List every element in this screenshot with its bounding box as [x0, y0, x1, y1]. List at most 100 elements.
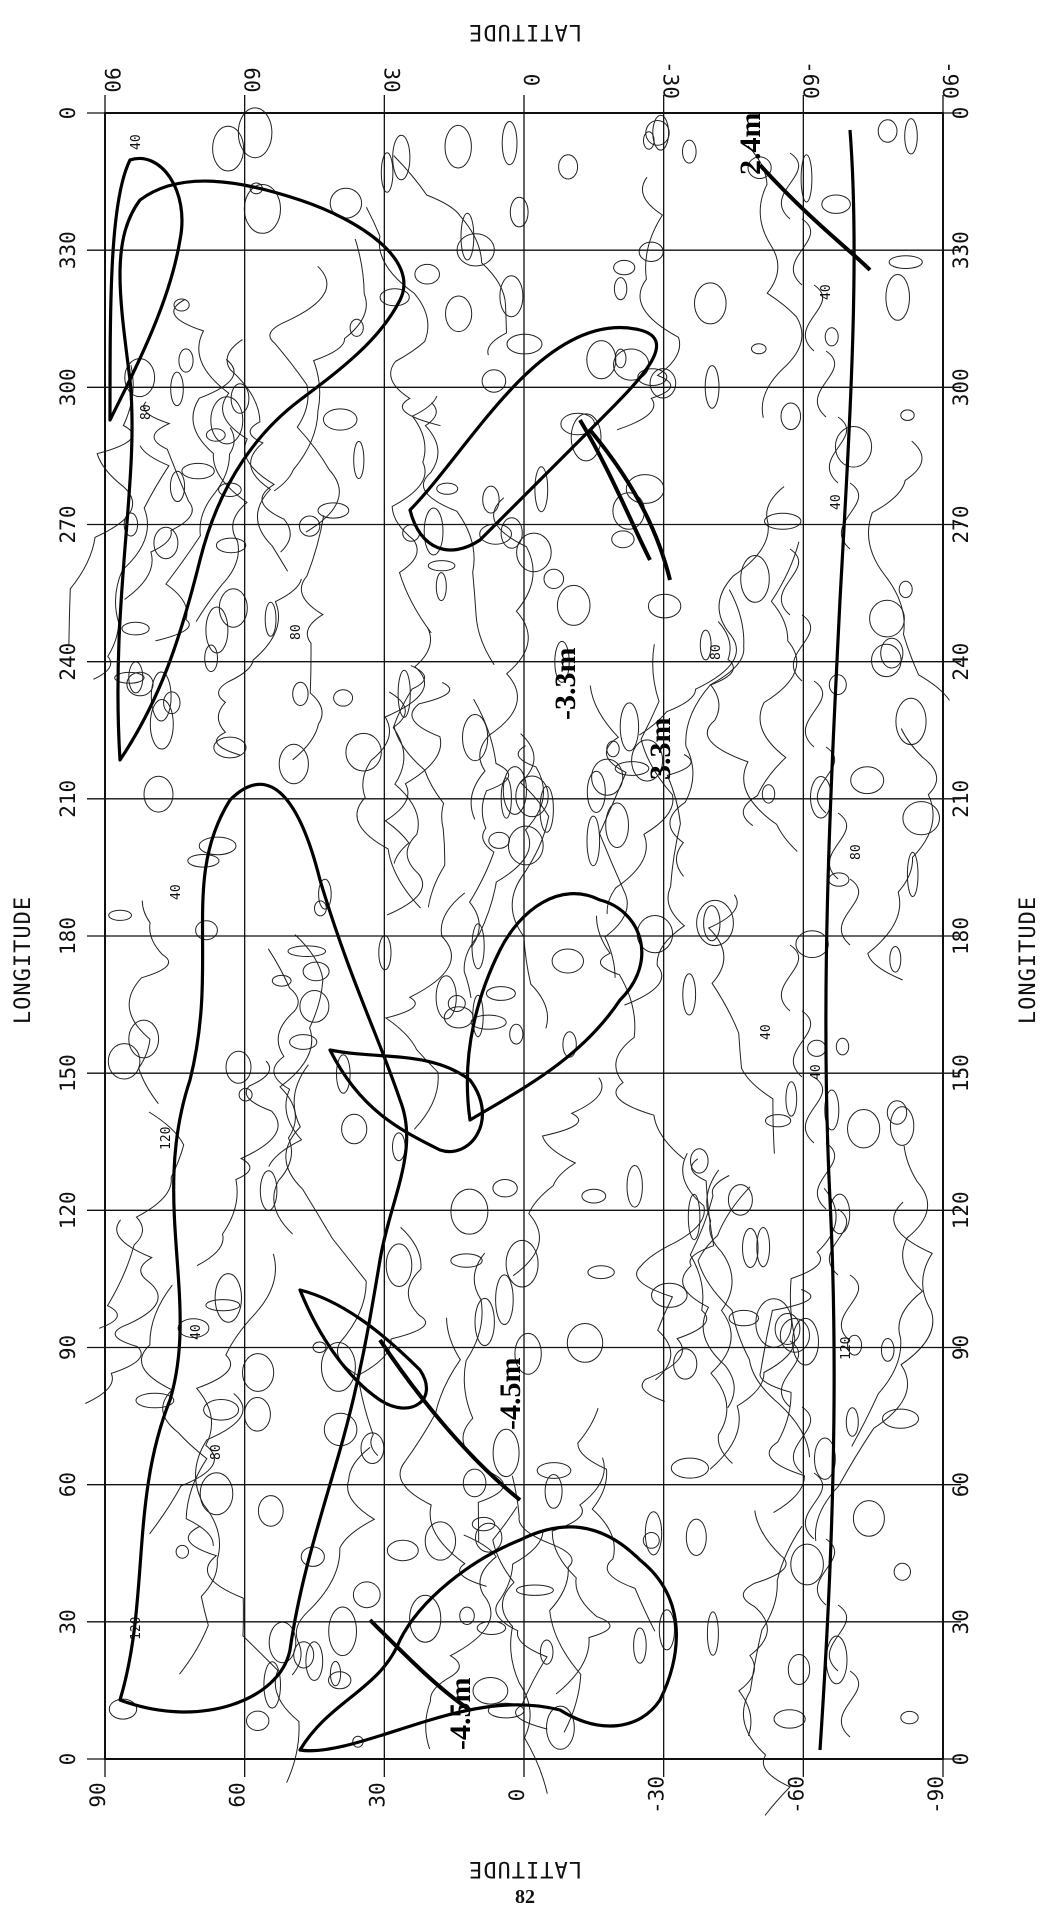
- coastline-north-america: [116, 179, 406, 762]
- latitude-tick-label: -60: [798, 61, 822, 99]
- contour-ring: [898, 580, 913, 599]
- latitude-axis-title-bottom: LATITUDE: [468, 1856, 582, 1881]
- contour-ring: [305, 1641, 324, 1681]
- contour-ring: [385, 1243, 413, 1287]
- contour-ring: [670, 1457, 710, 1479]
- annotation-label: -4.5m: [444, 1678, 477, 1750]
- contour-value-label: 40: [829, 494, 844, 510]
- contour-ring: [539, 1639, 554, 1665]
- contour-ring: [423, 507, 444, 556]
- contour-line: [422, 402, 495, 666]
- contour-ring: [613, 277, 628, 301]
- contour-line: [470, 497, 534, 820]
- contour-ring: [278, 743, 309, 785]
- contour-line: [682, 1158, 735, 1409]
- contour-ring: [845, 1407, 859, 1437]
- contour-ring: [847, 1109, 881, 1149]
- longitude-tick-label: 0: [56, 1753, 80, 1766]
- contour-ring: [263, 1661, 282, 1709]
- contour-line: [391, 395, 438, 634]
- contour-ring: [514, 1332, 542, 1375]
- contour-ring: [780, 402, 802, 431]
- contour-line: [829, 416, 847, 484]
- contour-ring: [386, 1539, 419, 1562]
- contour-ring: [264, 601, 277, 637]
- contour-ring: [824, 327, 839, 347]
- contour-ring: [181, 462, 215, 480]
- longitude-tick-label: 270: [949, 506, 973, 544]
- contour-ring: [761, 784, 776, 804]
- latitude-tick-label: -60: [784, 1776, 808, 1814]
- latitude-tick-labels-top: -90 -60 -30 0 30 60 90: [100, 61, 962, 99]
- contour-ring: [460, 212, 475, 261]
- contour-line: [841, 1274, 859, 1342]
- contour-line: [511, 733, 550, 1029]
- contour-ring: [740, 555, 770, 603]
- contour-value-label: 120: [129, 1617, 144, 1640]
- contour-value-label: 40: [759, 1024, 774, 1040]
- contour-ring: [727, 1184, 753, 1216]
- coastline-greenland: [108, 156, 184, 422]
- contour-ring: [614, 761, 650, 776]
- contour-ring: [880, 637, 904, 669]
- contour-ring: [509, 196, 529, 228]
- longitude-tick-label: 300: [949, 368, 973, 406]
- contour-value-label: 40: [809, 1064, 824, 1080]
- contour-ring: [178, 348, 194, 373]
- coastline-south-america: [408, 325, 659, 552]
- contour-ring: [814, 1437, 836, 1480]
- contour-ring: [195, 920, 218, 941]
- contour-ring: [203, 1399, 240, 1421]
- contour-line: [747, 145, 803, 418]
- contour-ring: [631, 739, 664, 782]
- contour-ring: [682, 973, 697, 1016]
- contour-ring: [409, 1594, 442, 1643]
- contour-line: [606, 644, 674, 914]
- contour-line: [805, 1076, 823, 1144]
- contour-line: [595, 915, 685, 1160]
- contour-ring: [773, 1709, 806, 1729]
- longitude-tick-label: 30: [56, 1609, 80, 1634]
- latitude-tick-label: 0: [505, 1789, 529, 1802]
- contour-ring: [353, 440, 365, 480]
- contour-ring: [214, 1273, 243, 1323]
- contour-ring: [536, 1462, 572, 1479]
- contour-ring: [445, 295, 473, 333]
- contour-ring: [792, 1317, 819, 1366]
- contour-ring: [435, 572, 447, 602]
- contour-ring: [218, 588, 248, 628]
- contour-ring: [906, 851, 919, 898]
- contour-ring: [242, 1353, 275, 1392]
- contour-ring: [107, 1043, 141, 1080]
- contour-lines: [68, 107, 950, 1816]
- latitude-tick-label: 90: [100, 67, 124, 92]
- contour-value-label: 80: [209, 1444, 224, 1460]
- contour-ring: [586, 815, 601, 867]
- contour-ring: [349, 318, 364, 337]
- contour-line: [709, 1187, 837, 1470]
- contour-line: [393, 155, 508, 356]
- contour-ring: [516, 532, 552, 573]
- contour-ring: [215, 537, 247, 554]
- contour-ring: [302, 961, 330, 982]
- longitude-tick-labels-left: 0 30 60 90 120 150 180 210 240 270 300 330 0: [56, 107, 80, 1766]
- contour-line: [639, 486, 785, 736]
- longitude-tick-label: 180: [56, 917, 80, 955]
- contour-line: [124, 401, 193, 600]
- latitude-tick-label: 60: [240, 67, 264, 92]
- contour-ring: [397, 669, 411, 718]
- contour-ring: [904, 118, 918, 155]
- contour-ring: [212, 125, 245, 172]
- contour-ring: [619, 702, 640, 752]
- contour-line: [817, 1538, 835, 1606]
- contour-value-label: 40: [129, 134, 144, 150]
- contour-ring: [444, 124, 472, 169]
- contour-ring: [586, 340, 617, 380]
- contour-ring: [546, 1705, 575, 1750]
- contour-line: [551, 1457, 611, 1695]
- contour-ring: [902, 801, 941, 836]
- contour-ring: [877, 119, 898, 143]
- contour-ring: [882, 1408, 919, 1429]
- contour-ring: [543, 568, 565, 590]
- contour-ring: [888, 255, 923, 270]
